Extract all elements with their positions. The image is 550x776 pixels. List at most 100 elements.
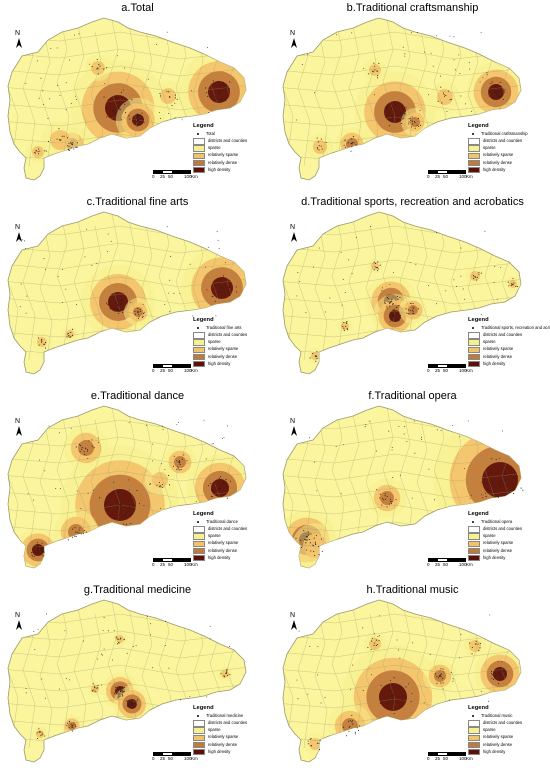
density-ring	[116, 635, 124, 643]
density-hotspot	[399, 296, 427, 324]
map-legend: Legend Traditional craftsmanship districts…	[468, 123, 548, 174]
north-arrow-icon: N	[13, 30, 25, 50]
density-hotspot	[429, 81, 461, 113]
map-panel: g.Traditional medicine N Legend Traditional…	[0, 582, 275, 776]
scale-bar: 0 25 50 100 Km	[152, 364, 198, 374]
panel-title: a.Total	[121, 2, 154, 14]
legend-row-class: relatively dense	[468, 547, 548, 555]
legend-row-class: sparse	[468, 533, 548, 540]
density-ring	[66, 330, 74, 338]
legend-row-class: relatively sparse	[468, 152, 548, 160]
scale-bar: 0 25 50 100 Km	[427, 558, 473, 568]
scale-bar: 0 25 50 100 Km	[427, 170, 473, 180]
heritage-points	[25, 613, 231, 740]
scale-bar: 0 25 50 100 Km	[152, 558, 198, 568]
heritage-points	[19, 226, 238, 349]
legend-row-points: Traditional sports, recreation and acrob…	[468, 325, 550, 332]
density-hotspot	[292, 523, 338, 568]
legend-row-class: sparse	[193, 533, 273, 540]
panel-title: f.Traditional opera	[368, 390, 457, 402]
density-ring	[221, 670, 229, 678]
legend-row-class: relatively sparse	[468, 734, 548, 742]
legend-row-class: sparse	[468, 727, 548, 734]
legend-row-districts: districts and counties	[468, 138, 548, 145]
map-legend: Legend Traditional music districts and cou…	[468, 705, 548, 756]
scale-bar: 0 25 50 100 Km	[427, 752, 473, 762]
panel-title: h.Traditional music	[366, 584, 459, 596]
panel-title: e.Traditional dance	[90, 390, 185, 402]
heritage-points	[296, 225, 519, 362]
panel-title: d.Traditional sports, recreation and acr…	[301, 196, 524, 208]
map-panel: a.Total N Legend Total districts and countie…	[0, 0, 275, 194]
density-hotspot	[32, 726, 48, 742]
province-map	[282, 211, 522, 375]
density-hotspot	[152, 80, 184, 112]
legend-title: Legend	[468, 123, 489, 129]
legend-title: Legend	[193, 123, 214, 129]
legend-row-class: relatively dense	[468, 159, 548, 167]
legend-row-districts: districts and counties	[193, 138, 273, 145]
legend-row-class: relatively dense	[193, 547, 273, 555]
density-ring	[469, 640, 481, 652]
map-legend: Legend Traditional dance districts and cou…	[193, 511, 273, 562]
north-arrow-icon: N	[288, 612, 300, 632]
heritage-points	[295, 420, 524, 557]
density-hotspot	[306, 133, 334, 161]
north-arrow-icon: N	[13, 418, 25, 438]
legend-row-points: Traditional craftsmanship	[468, 131, 548, 138]
density-hotspot	[363, 632, 387, 656]
density-ring	[437, 89, 453, 105]
north-arrow-icon: N	[288, 418, 300, 438]
legend-row-class: high density	[193, 361, 273, 368]
density-hotspot	[112, 631, 128, 647]
heritage-points	[296, 614, 505, 751]
legend-row-class: relatively dense	[193, 741, 273, 749]
map-panel: c.Traditional fine arts N Legend Traditiona…	[0, 194, 275, 388]
legend-row-class: high density	[468, 167, 548, 174]
legend-row-class: high density	[468, 749, 548, 756]
density-hotspot	[337, 318, 353, 334]
density-hotspot	[367, 258, 383, 274]
density-ring	[408, 305, 418, 315]
density-ring	[36, 730, 44, 738]
legend-row-class: sparse	[468, 339, 548, 346]
province-map	[282, 17, 522, 181]
legend-row-class: relatively dense	[468, 353, 548, 361]
legend-row-class: sparse	[193, 727, 273, 734]
panel-title: c.Traditional fine arts	[86, 196, 189, 208]
legend-row-class: sparse	[193, 145, 273, 152]
panel-title: b.Traditional craftsmanship	[346, 2, 479, 14]
density-hotspot	[463, 634, 487, 658]
north-arrow-icon: N	[288, 30, 300, 50]
heritage-points	[295, 32, 506, 152]
map-panel: d.Traditional sports, recreation and acr…	[275, 194, 550, 388]
legend-row-points: Traditional fine arts	[193, 325, 273, 332]
legend-row-districts: districts and counties	[468, 332, 548, 339]
legend-row-districts: districts and counties	[193, 526, 273, 533]
legend-row-class: relatively sparse	[193, 346, 273, 354]
legend-row-class: sparse	[193, 339, 273, 346]
north-arrow-icon: N	[13, 612, 25, 632]
legend-row-class: relatively sparse	[193, 152, 273, 160]
legend-row-class: relatively dense	[468, 741, 548, 749]
legend-row-points: Total	[193, 131, 273, 138]
province-map	[7, 599, 247, 763]
map-legend: Legend Total districts and counties sparse r…	[193, 123, 273, 174]
legend-row-class: high density	[193, 749, 273, 756]
density-hotspot	[327, 703, 373, 749]
scale-bar: 0 25 50 100 Km	[427, 364, 473, 374]
density-hotspot	[505, 276, 521, 292]
map-legend: Legend Traditional sports, recreation and…	[468, 317, 550, 368]
density-ring	[380, 491, 394, 505]
legend-row-class: relatively sparse	[193, 734, 273, 742]
density-ring	[303, 534, 327, 558]
map-legend: Legend Traditional opera districts and cou…	[468, 511, 548, 562]
map-legend: Legend Traditional fine arts districts and…	[193, 317, 273, 368]
legend-row-class: relatively dense	[193, 159, 273, 167]
density-ring	[482, 462, 518, 498]
legend-title: Legend	[193, 511, 214, 517]
legend-row-districts: districts and counties	[468, 526, 548, 533]
legend-row-class: high density	[468, 361, 548, 368]
province-map	[7, 17, 247, 181]
